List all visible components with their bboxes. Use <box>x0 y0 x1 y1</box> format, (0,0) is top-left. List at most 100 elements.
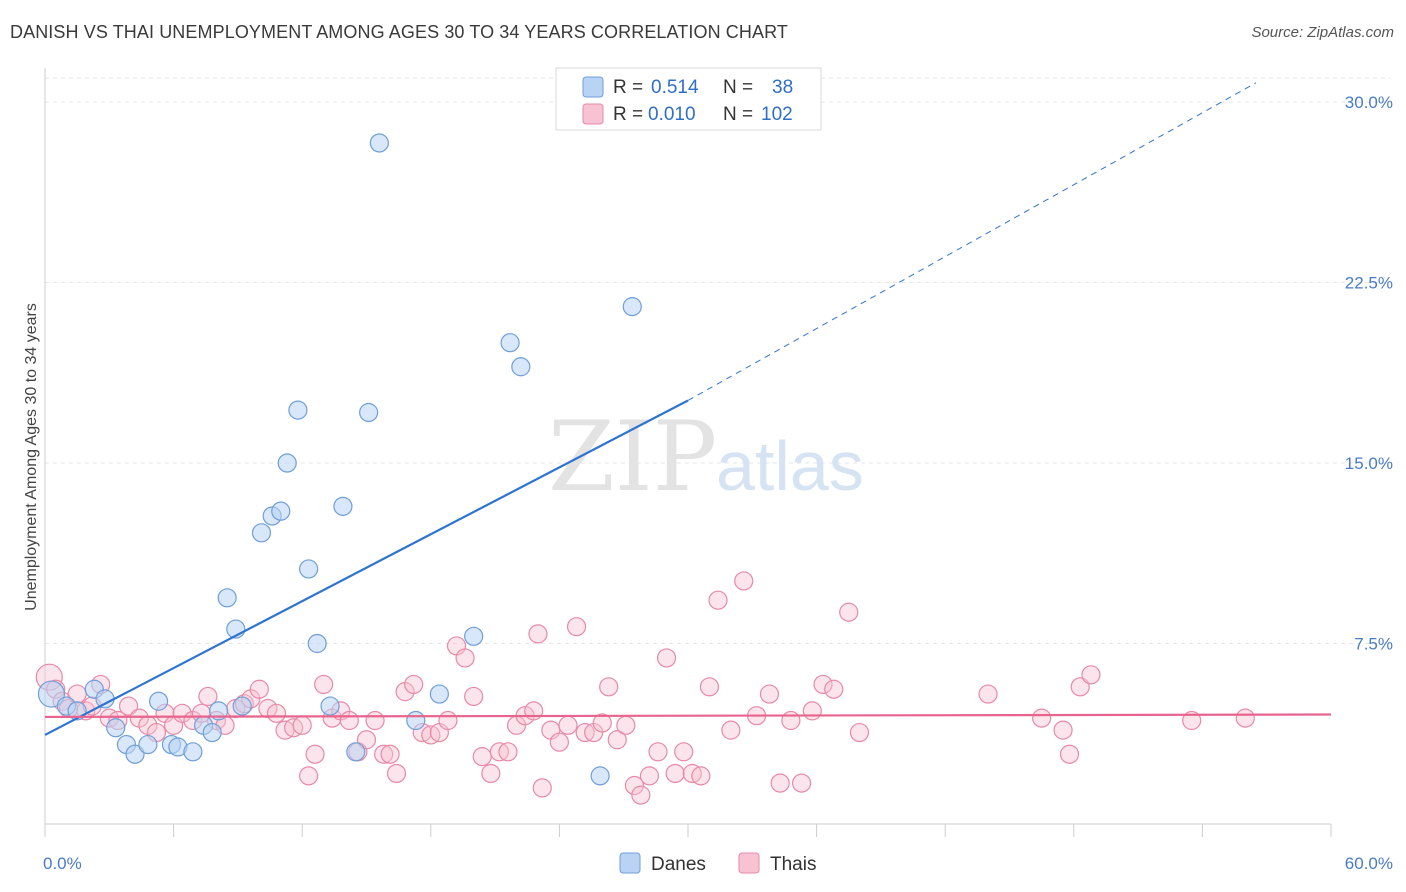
stats-thais-r-value: 0.010 <box>648 104 696 125</box>
y-tick-labels: 7.5% 15.0% 22.5% 30.0% <box>1345 93 1393 653</box>
thais-point <box>292 715 312 735</box>
thais-point <box>802 701 822 721</box>
danes-trend-extension <box>687 82 1257 401</box>
thais-point <box>365 710 385 731</box>
thais-trend-line <box>44 713 1332 719</box>
danes-point <box>95 689 115 709</box>
stats-thais-n-label: N = <box>723 104 753 125</box>
thais-point <box>1032 708 1052 728</box>
y-tick-label: 15.0% <box>1345 454 1393 473</box>
stats-danes-n-value: 38 <box>772 77 793 98</box>
thais-point <box>472 747 492 767</box>
stats-danes-r-label: R = <box>613 77 643 98</box>
danes-point <box>429 684 449 704</box>
danes-point <box>125 744 145 764</box>
thais-point <box>566 617 587 637</box>
danes-point <box>209 701 229 721</box>
danes-point <box>271 501 291 521</box>
thais-point <box>824 679 844 699</box>
danes-point <box>590 766 610 786</box>
danes-point <box>333 496 353 516</box>
danes-points <box>37 133 642 786</box>
danes-point <box>251 523 272 543</box>
thais-point <box>599 677 619 697</box>
thais-point <box>374 744 394 764</box>
thais-point <box>1059 744 1080 764</box>
danes-point <box>622 297 642 317</box>
thais-point <box>464 686 484 707</box>
legend-danes-label: Danes <box>651 854 706 875</box>
thais-point <box>665 763 685 784</box>
legend-thais-label: Thais <box>770 854 816 875</box>
thais-point <box>781 710 801 731</box>
danes-point <box>37 680 66 708</box>
thais-point <box>624 775 645 796</box>
thais-point <box>356 730 377 750</box>
danes-point <box>202 722 222 743</box>
thais-point <box>549 732 570 752</box>
thais-point <box>1182 710 1202 731</box>
stats-legend-danes-swatch <box>582 76 604 98</box>
thais-point <box>386 763 407 784</box>
danes-point <box>148 691 169 711</box>
y-axis-label: Unemployment Among Ages 30 to 34 years <box>23 303 40 611</box>
thais-point <box>616 715 636 735</box>
thais-point <box>438 710 458 731</box>
danes-point <box>138 734 158 755</box>
thais-point <box>498 742 518 762</box>
danes-trend-line <box>44 399 689 736</box>
thais-point <box>118 696 139 716</box>
thais-point <box>631 785 651 805</box>
danes-point <box>500 333 520 353</box>
x-tick-label-min: 0.0% <box>43 854 82 873</box>
thais-point <box>656 648 677 668</box>
danes-point <box>277 453 297 473</box>
danes-point <box>299 559 319 579</box>
thais-point <box>558 715 578 735</box>
thais-point <box>849 722 870 743</box>
thais-point <box>524 701 544 721</box>
legend-thais-swatch <box>738 852 760 874</box>
thais-point <box>708 590 728 610</box>
thais-point <box>299 766 319 786</box>
thais-point <box>699 677 720 697</box>
danes-point <box>346 742 366 762</box>
thais-point <box>721 720 741 740</box>
watermark-atlas: atlas <box>716 427 864 505</box>
thais-point <box>791 773 812 793</box>
danes-point <box>232 696 252 716</box>
thais-point <box>839 602 859 622</box>
danes-point <box>307 633 327 654</box>
danes-point <box>406 710 426 731</box>
thais-point <box>1081 665 1101 685</box>
chart-title: DANISH VS THAI UNEMPLOYMENT AMONG AGES 3… <box>10 22 788 42</box>
thais-point <box>481 763 501 784</box>
thais-point <box>1070 677 1090 697</box>
stats-danes-r-value: 0.514 <box>651 77 699 98</box>
thais-point <box>532 778 552 798</box>
thais-point <box>172 703 192 723</box>
x-tick-label-max: 60.0% <box>1345 854 1393 873</box>
thais-point <box>380 744 400 764</box>
grid-layer <box>45 77 1391 645</box>
danes-point <box>359 402 379 423</box>
thais-point <box>674 742 694 762</box>
thais-point <box>592 713 612 733</box>
danes-point <box>183 742 203 762</box>
danes-point <box>511 357 531 377</box>
thais-point <box>607 730 627 750</box>
y-tick-label: 30.0% <box>1345 93 1393 112</box>
thais-point <box>639 766 660 786</box>
thais-point <box>528 624 548 644</box>
stats-legend-thais-swatch <box>582 103 604 125</box>
stats-thais-n-value: 102 <box>761 104 793 125</box>
thais-point <box>1053 720 1073 740</box>
danes-point <box>106 718 126 738</box>
thais-point <box>266 703 287 723</box>
y-tick-label: 7.5% <box>1354 635 1393 654</box>
danes-point <box>369 133 389 153</box>
chart-source: Source: ZipAtlas.com <box>1251 24 1394 41</box>
x-tick-labels: 0.0% 60.0% <box>43 854 1393 873</box>
stats-legend: R = 0.514 N = 38 R = 0.010 N = 102 <box>555 67 822 131</box>
thais-point <box>1235 708 1255 728</box>
